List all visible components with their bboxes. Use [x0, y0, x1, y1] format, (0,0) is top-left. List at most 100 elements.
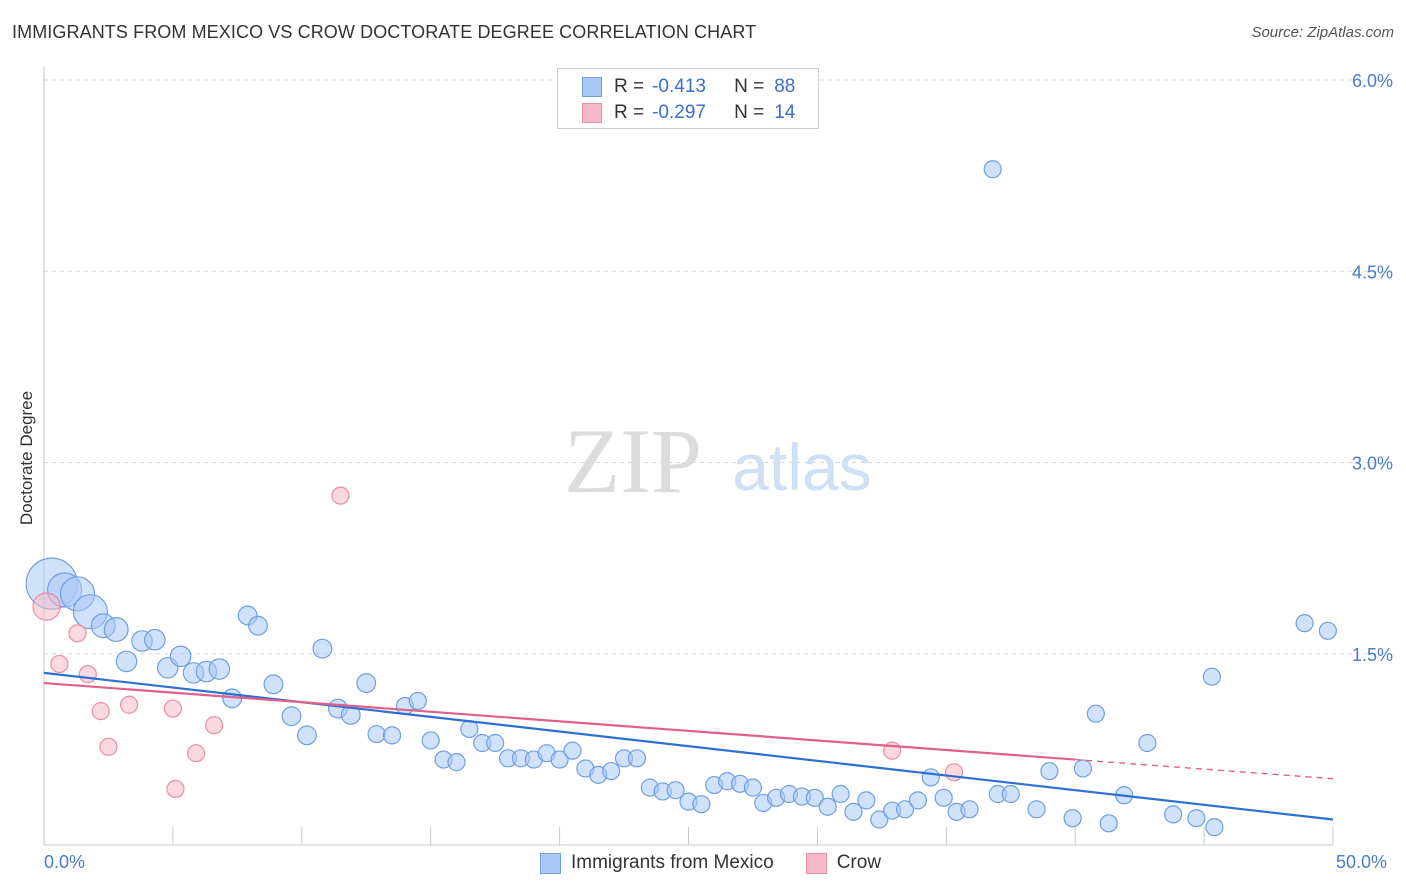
mexico-point: [281, 706, 302, 727]
mexico-point: [1086, 704, 1105, 723]
mexico-point: [1205, 818, 1224, 837]
mexico-point: [297, 725, 317, 746]
y-tick-label: 4.5%: [1352, 262, 1393, 282]
legend-swatch-mexico: [582, 77, 602, 97]
legend-r-value: -0.297: [652, 102, 706, 123]
legend-n-value: 88: [774, 76, 796, 97]
mexico-point: [895, 800, 915, 819]
legend-r-label: R =: [614, 76, 645, 97]
mexico-point: [408, 691, 427, 711]
mexico-point: [805, 788, 824, 807]
trend-lines: [43, 671, 1334, 821]
y-tick-label: 6.0%: [1352, 71, 1393, 91]
y-tick-label: 1.5%: [1352, 645, 1393, 665]
mexico-point: [1099, 814, 1118, 833]
mexico-point: [627, 749, 647, 768]
mexico-point: [486, 733, 505, 753]
mexico-point: [857, 791, 876, 810]
mexico-point: [1164, 805, 1183, 824]
crow-point: [163, 699, 182, 718]
mexico-point: [1295, 614, 1314, 633]
mexico-point: [844, 802, 863, 821]
watermark: ZIP atlas: [564, 410, 872, 512]
mexico-point: [447, 753, 466, 772]
mexico-point: [960, 800, 979, 819]
y-axis-label: Doctorate Degree: [17, 390, 36, 526]
legend-row-crow: R = -0.297 N = 14: [582, 101, 795, 125]
mexico-point: [1073, 759, 1093, 778]
mexico-point: [1187, 809, 1206, 828]
crow-point: [32, 592, 61, 621]
mexico-point: [602, 761, 621, 781]
mexico-point: [248, 615, 268, 636]
mexico-point: [356, 673, 377, 694]
mexico-point: [983, 160, 1002, 179]
y-tick-label: 3.0%: [1352, 454, 1393, 474]
crow-point: [119, 695, 139, 714]
crow-point: [99, 737, 118, 756]
mexico-point: [263, 674, 284, 695]
crow-point: [91, 702, 110, 721]
mexico-point: [550, 750, 569, 769]
mexico-point: [934, 788, 953, 807]
crow-point: [68, 624, 87, 643]
x-tick-label-min: 0.0%: [44, 852, 86, 872]
legend-r-label: R =: [614, 102, 645, 123]
mexico-point: [666, 781, 685, 800]
data-points: [25, 160, 1337, 837]
mexico-point: [743, 778, 763, 797]
mexico-point: [144, 628, 166, 651]
legend-n-label: N =: [734, 102, 765, 123]
mexico-point: [367, 724, 386, 744]
watermark-zip: ZIP: [564, 410, 702, 512]
legend-r-value: -0.413: [652, 76, 706, 97]
mexico-point: [382, 726, 402, 745]
legend-label-mexico: Immigrants from Mexico: [571, 852, 774, 873]
mexico-point: [1138, 733, 1157, 753]
crow-point: [50, 654, 69, 674]
legend-label-crow: Crow: [836, 852, 882, 873]
axes: [43, 66, 1334, 846]
watermark-atlas: atlas: [732, 430, 871, 504]
mexico-point: [115, 650, 138, 673]
series-legend: Immigrants from Mexico Crow: [540, 852, 881, 874]
crow-point: [187, 744, 206, 763]
mexico-point: [870, 810, 889, 829]
source-credit: Source: ZipAtlas.com: [1251, 24, 1394, 41]
crow-point: [78, 665, 97, 684]
stats-legend: R = -0.413 N = 88 R = -0.297 N = 14: [557, 68, 819, 129]
mexico-point: [831, 784, 850, 804]
legend-swatch-mexico: [540, 852, 561, 874]
x-tick-label-max: 50.0%: [1336, 852, 1388, 872]
chart-title: IMMIGRANTS FROM MEXICO VS CROW DOCTORATE…: [12, 22, 757, 42]
legend-swatch-crow: [805, 852, 827, 874]
mexico-point: [169, 645, 192, 668]
mexico-point: [312, 638, 333, 659]
mexico-point: [563, 741, 582, 760]
mexico-point: [692, 795, 711, 814]
mexico-point: [1040, 761, 1059, 781]
legend-n-label: N =: [734, 76, 765, 97]
crow-point: [331, 486, 350, 505]
mexico-point: [1027, 800, 1046, 819]
legend-n-value: 14: [774, 102, 796, 123]
crow-point: [166, 779, 185, 799]
legend-swatch-crow: [582, 103, 602, 123]
y-tick-labels: 1.5% 3.0% 4.5% 6.0%: [1352, 71, 1393, 665]
mexico-point: [818, 797, 837, 816]
crow-trend-line: [43, 681, 1076, 761]
crow-point: [205, 716, 224, 735]
mexico-point: [1202, 667, 1221, 686]
crow-point: [944, 763, 964, 782]
gridlines: [44, 79, 1389, 655]
mexico-point: [1001, 784, 1020, 804]
mexico-point: [921, 768, 940, 787]
mexico-point: [1318, 621, 1337, 640]
mexico-point: [208, 658, 231, 680]
mexico-trend-line: [43, 671, 1334, 821]
mexico-point: [421, 731, 440, 750]
legend-row-mexico: R = -0.413 N = 88: [582, 75, 795, 99]
mexico-point: [1063, 809, 1082, 828]
mexico-point: [103, 617, 129, 643]
